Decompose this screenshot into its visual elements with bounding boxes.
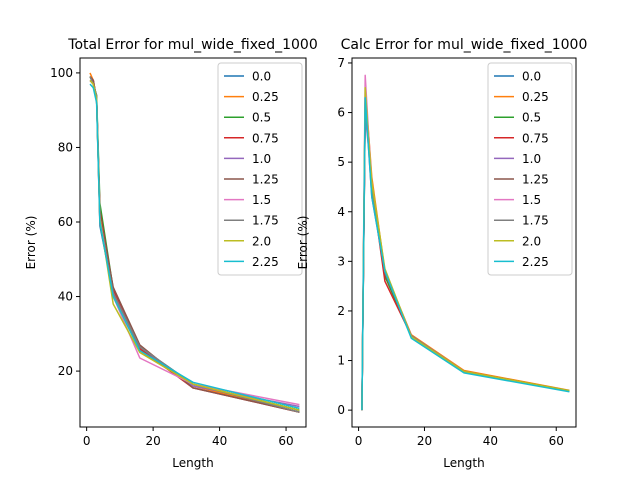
calc-error-xtick-label: 20	[417, 434, 432, 448]
calc-error-ylabel: Error (%)	[296, 216, 310, 270]
total-error-legend-label: 0.0	[252, 70, 271, 84]
calc-error-ytick-label: 4	[337, 205, 345, 219]
total-error-ylabel: Error (%)	[24, 216, 38, 270]
calc-error-ytick-label: 5	[337, 155, 345, 169]
total-error-legend: 0.0 0.25 0.5 0.75 1.0 1.25 1.5 1.75 2.0 2.25	[217, 62, 303, 276]
total-error-legend-label: 1.5	[252, 193, 271, 207]
total-error-series-lines	[89, 72, 300, 413]
total-error-series-2-25	[89, 83, 300, 410]
calc-error-legend-label: 1.25	[522, 173, 549, 187]
calc-error-legend-label: 1.5	[522, 193, 541, 207]
calc-error-legend-box	[487, 62, 573, 276]
total-error-xtick-label: 40	[212, 434, 227, 448]
calc-error-ytick-label: 1	[337, 354, 345, 368]
calc-error-ytick-label: 2	[337, 304, 345, 318]
calc-error-series-lines	[361, 74, 570, 411]
calc-error-legend: 0.0 0.25 0.5 0.75 1.0 1.25 1.5 1.75 2.0 2.25	[487, 62, 573, 276]
calc-error-xtick-label: 60	[549, 434, 564, 448]
total-error-legend-box	[217, 62, 303, 276]
calc-error-xlabel: Length	[443, 456, 484, 470]
calc-error-series-2-25	[361, 96, 570, 411]
calc-error-legend-label: 2.0	[522, 234, 541, 248]
total-error-ytick-label: 100	[50, 66, 73, 80]
total-error-chart: Total Error for mul_wide_fixed_1000 Leng…	[24, 37, 318, 470]
calc-error-legend-label: 0.25	[522, 90, 549, 104]
total-error-legend-label: 1.0	[252, 152, 271, 166]
calc-error-chart: Calc Error for mul_wide_fixed_1000 Lengt…	[296, 37, 587, 470]
total-error-plot-frame	[79, 57, 307, 428]
calc-error-ytick-label: 3	[337, 254, 345, 268]
total-error-legend-label: 0.75	[252, 131, 279, 145]
calc-error-ytick-label: 7	[337, 56, 345, 70]
calc-error-legend-label: 0.75	[522, 131, 549, 145]
total-error-legend-label: 0.5	[252, 111, 271, 125]
total-error-legend-label: 1.75	[252, 214, 279, 228]
calc-error-xtick-label: 40	[483, 434, 498, 448]
total-error-xlabel: Length	[172, 456, 213, 470]
total-error-ytick-label: 60	[58, 215, 73, 229]
calc-error-ytick-label: 6	[337, 106, 345, 120]
total-error-ytick-label: 80	[58, 140, 73, 154]
calc-error-title: Calc Error for mul_wide_fixed_1000	[341, 37, 588, 53]
total-error-axes-ticks: 0 20 40 60 20 40 60 80 100	[50, 66, 294, 448]
calc-error-ytick-label: 0	[337, 403, 345, 417]
total-error-xtick-label: 0	[83, 434, 91, 448]
calc-error-plot-frame	[351, 57, 577, 428]
calc-error-legend-label: 2.25	[522, 255, 549, 269]
total-error-legend-label: 2.0	[252, 234, 271, 248]
total-error-legend-label: 0.25	[252, 90, 279, 104]
calc-error-xtick-label: 0	[355, 434, 363, 448]
calc-error-axes-ticks: 0 20 40 60 0 1 2 3 4 5 6 7	[337, 56, 564, 448]
calc-error-legend-label: 1.75	[522, 214, 549, 228]
total-error-legend-label: 1.25	[252, 173, 279, 187]
total-error-xtick-label: 60	[278, 434, 293, 448]
calc-error-series-2-0	[361, 87, 570, 411]
calc-error-legend-label: 1.0	[522, 152, 541, 166]
total-error-title: Total Error for mul_wide_fixed_1000	[67, 37, 317, 53]
total-error-legend-label: 2.25	[252, 255, 279, 269]
total-error-xtick-label: 20	[145, 434, 160, 448]
total-error-ytick-label: 20	[58, 364, 73, 378]
total-error-ytick-label: 40	[58, 290, 73, 304]
calc-error-legend-label: 0.0	[522, 70, 541, 84]
calc-error-legend-label: 0.5	[522, 111, 541, 125]
